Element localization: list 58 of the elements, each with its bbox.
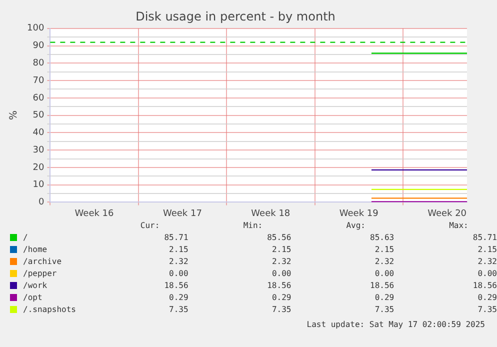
legend-label: /: [22, 232, 29, 244]
x-tick-label: Week 19: [339, 208, 379, 219]
y-tick-label: 60: [32, 93, 44, 104]
text: 85.56: [266, 232, 292, 244]
text: 85.71: [472, 232, 497, 244]
text: 85.63: [369, 232, 394, 244]
legend-label: /archive: [22, 256, 63, 268]
text: 2.32: [168, 256, 188, 268]
x-tick-label: Week 20: [428, 208, 467, 219]
y-axis-title: %: [8, 110, 20, 120]
text: 0.00: [270, 268, 292, 280]
text: 0.29: [168, 292, 188, 304]
y-tick-label: 40: [32, 128, 44, 138]
text: 0.00: [168, 268, 188, 280]
text: 7.35: [168, 304, 188, 316]
text: Cur:: [139, 220, 161, 232]
text: Max:: [448, 220, 470, 232]
y-tick-label: 90: [32, 41, 44, 52]
text: 7.35: [374, 304, 394, 316]
text: 85.71: [163, 232, 188, 244]
y-tick-label: 30: [32, 145, 44, 156]
text: 7.35: [270, 304, 292, 316]
text: 18.56: [472, 280, 497, 292]
text: 2.32: [476, 256, 497, 268]
legend-label: /opt: [22, 292, 44, 304]
legend-label: /.snapshots: [22, 304, 77, 316]
text: Min:: [242, 220, 264, 232]
legend-label: /home: [22, 244, 48, 256]
text: 2.15: [270, 244, 292, 256]
y-tick-label: 20: [32, 162, 44, 173]
legend-label: /pepper: [22, 268, 58, 280]
text: 18.56: [369, 280, 394, 292]
legend-label: /work: [22, 280, 48, 292]
y-tick-label: 10: [32, 180, 44, 190]
text: 0.29: [270, 292, 292, 304]
text: 0.00: [476, 268, 497, 280]
y-tick-label: 0: [38, 198, 44, 208]
text: 2.15: [476, 244, 497, 256]
chart-title: Disk usage in percent - by month: [136, 9, 336, 24]
text: 7.35: [476, 304, 497, 316]
x-tick-label: Week 17: [162, 208, 202, 219]
text: 0.00: [374, 268, 394, 280]
y-tick-label: 80: [32, 58, 44, 69]
text: Last update: Sat May 17 02:00:59 2025: [306, 320, 485, 329]
text: 2.32: [270, 256, 292, 268]
text: 18.56: [163, 280, 188, 292]
y-tick-label: 100: [26, 24, 44, 34]
text: 2.15: [374, 244, 394, 256]
text: 2.32: [374, 256, 394, 268]
text: Avg:: [345, 220, 366, 232]
x-tick-label: Week 18: [251, 208, 290, 219]
text: 0.29: [476, 292, 497, 304]
x-tick-label: Week 16: [74, 208, 114, 219]
text: 18.56: [266, 280, 292, 292]
y-tick-label: 70: [32, 76, 44, 86]
text: 0.29: [374, 292, 394, 304]
y-tick-label: 50: [32, 110, 44, 121]
text: 2.15: [168, 244, 188, 256]
